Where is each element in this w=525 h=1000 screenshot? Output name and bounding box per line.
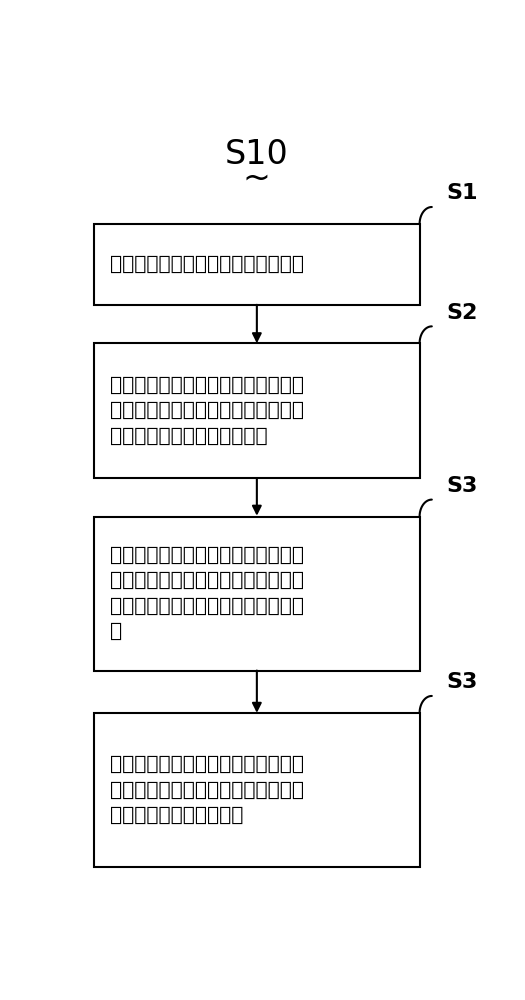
Bar: [94, 517, 419, 671]
Text: 量作为道路需求量；将对应预定位置: 量作为道路需求量；将对应预定位置: [110, 571, 304, 590]
Text: 将对应预定位置范围内历史有效订单: 将对应预定位置范围内历史有效订单: [110, 546, 304, 565]
Text: 基于对应预定位置范围的道路需求量: 基于对应预定位置范围的道路需求量: [110, 755, 304, 774]
Text: 范围内历史停放车辆量作为道路供给: 范围内历史停放车辆量作为道路供给: [110, 597, 304, 616]
Text: ~: ~: [243, 161, 271, 194]
Text: 内有效订单量及订单产生时间: 内有效订单量及订单产生时间: [110, 427, 268, 446]
Bar: [94, 224, 419, 305]
Text: S1: S1: [446, 183, 478, 203]
Text: 置范围内的车辆供需关系: 置范围内的车辆供需关系: [110, 806, 244, 825]
Text: S10: S10: [225, 138, 289, 171]
Text: 及停放时间，以及多个预定位置范围: 及停放时间，以及多个预定位置范围: [110, 401, 304, 420]
Text: 获取多个预定位置范围内停放车辆量: 获取多个预定位置范围内停放车辆量: [110, 376, 304, 395]
Text: S3: S3: [446, 672, 477, 692]
Bar: [94, 343, 419, 478]
Text: 将城市道路划分为多个预定位置范围: 将城市道路划分为多个预定位置范围: [110, 255, 304, 274]
Text: 量: 量: [110, 622, 122, 641]
Bar: [94, 713, 419, 867]
Text: S2: S2: [446, 303, 477, 323]
Text: 与道路供给量的差値判断对应预定位: 与道路供给量的差値判断对应预定位: [110, 780, 304, 799]
Text: S3: S3: [446, 476, 477, 496]
